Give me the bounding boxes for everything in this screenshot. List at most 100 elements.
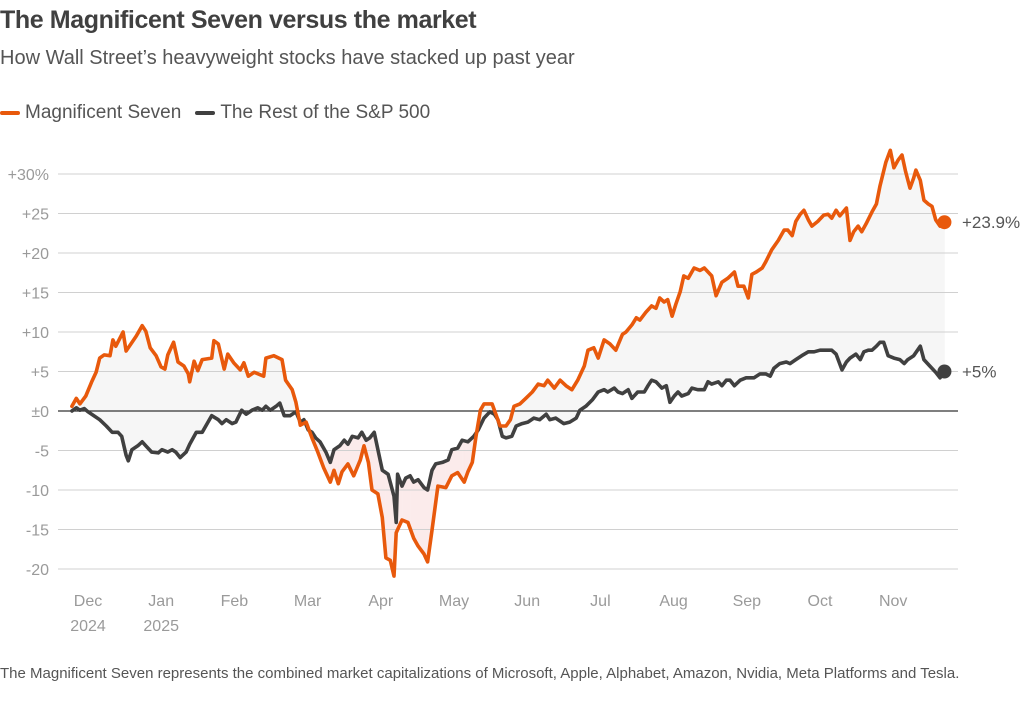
gain-fill-segment xyxy=(865,219,869,352)
gain-fill-segment xyxy=(751,272,755,379)
gain-fill-segment xyxy=(729,271,735,387)
y-tick-label: +25 xyxy=(22,207,49,224)
x-tick-sublabel: 2025 xyxy=(143,618,179,635)
gain-fill-segment xyxy=(756,268,761,377)
y-tick-label: +20 xyxy=(22,246,49,263)
gain-fill-segment xyxy=(251,371,255,411)
y-tick-label: +30% xyxy=(8,167,49,184)
gain-fill-segment xyxy=(117,334,122,438)
gain-fill-segment xyxy=(835,209,841,365)
loss-fill-segment xyxy=(407,475,411,529)
y-tick-label: -5 xyxy=(35,444,49,461)
x-tick-label: Aug xyxy=(659,593,687,610)
gain-fill-segment xyxy=(899,154,903,363)
gain-fill-segment xyxy=(825,213,829,351)
gain-fill-segment xyxy=(893,158,899,360)
gain-fill-segment xyxy=(681,275,685,397)
gain-fill-segment xyxy=(683,275,689,396)
gain-fill-segment xyxy=(687,270,693,395)
gain-fill-segment xyxy=(863,222,867,353)
gain-fill-segment xyxy=(868,211,873,351)
gain-fill-segment xyxy=(609,343,615,392)
gain-fill-segment xyxy=(675,297,679,396)
gain-fill-segment xyxy=(669,307,673,404)
gain-fill-segment xyxy=(563,382,567,425)
gain-fill-segment xyxy=(737,285,741,383)
series-line-magnificent-seven xyxy=(70,148,947,578)
gain-fill-segment xyxy=(787,229,791,365)
gain-fill-segment xyxy=(651,305,657,383)
x-tick-label: Nov xyxy=(879,593,907,610)
gain-fill-segment xyxy=(627,324,633,399)
gain-fill-segment xyxy=(841,207,847,372)
loss-fill-segment xyxy=(437,461,443,488)
gain-fill-segment xyxy=(655,297,660,387)
gain-fill-segment xyxy=(727,275,731,381)
loss-fill-segment xyxy=(417,478,425,555)
y-axis-ticks: +30% +25 +20 +15 +10 +5 ±0 -5 -10 -15 -20 xyxy=(8,167,49,579)
gain-fill-segment xyxy=(125,346,129,461)
gain-fill-segment xyxy=(823,214,827,351)
gain-fill-segment xyxy=(849,231,854,359)
gain-fill-segment xyxy=(907,179,911,361)
loss-fill-segment xyxy=(405,476,409,523)
legend-item-magnificent-seven: Magnificent Seven xyxy=(0,102,181,124)
gain-fill-segment xyxy=(871,202,877,351)
legend-label-magnificent-seven: Magnificent Seven xyxy=(25,102,182,123)
gain-fill-segment xyxy=(559,379,565,425)
gain-fill-segment xyxy=(659,297,663,389)
gain-fill-segment xyxy=(275,356,281,407)
y-tick-label: ±0 xyxy=(31,404,49,421)
gain-fill-segment xyxy=(515,403,521,427)
gain-fill-segment xyxy=(141,324,147,447)
gain-fill-segment xyxy=(879,170,884,343)
gain-fill-segment xyxy=(663,300,667,388)
y-tick-label: -20 xyxy=(26,562,49,579)
gain-fill-segment xyxy=(773,239,779,369)
gain-fill-segment xyxy=(227,353,233,425)
gain-fill-segment xyxy=(753,271,757,379)
y-tick-label: +15 xyxy=(22,286,49,303)
gain-fill-segment xyxy=(565,385,570,424)
legend-swatch-magnificent-seven xyxy=(0,111,20,115)
gain-fill-segment xyxy=(717,282,723,387)
gain-fill-segment xyxy=(207,357,213,424)
gain-fill-segment xyxy=(603,339,609,393)
gain-fill-segment xyxy=(639,313,645,393)
end-marker-rest-of-sp500 xyxy=(937,364,952,379)
gain-fill-segment xyxy=(671,309,675,401)
gain-fill-segment xyxy=(193,361,197,438)
gain-fill-segment xyxy=(811,223,815,353)
gain-fill-segment xyxy=(273,355,277,409)
gain-fill-segment xyxy=(715,290,719,383)
gain-fill-segment xyxy=(127,341,133,461)
gain-fill-segment xyxy=(269,355,275,411)
gain-fill-segment xyxy=(913,169,917,357)
gain-fill-segment xyxy=(817,218,821,352)
gain-fill-segment xyxy=(827,213,833,351)
gain-fill-segment xyxy=(839,212,843,371)
gain-fill-segment xyxy=(919,180,925,360)
gain-fill-segment xyxy=(734,271,739,387)
gain-fill-segment xyxy=(939,221,945,379)
gain-fill-segment xyxy=(783,229,787,363)
gain-fill-segment xyxy=(183,364,187,455)
gain-fill-segment xyxy=(707,271,712,385)
gain-fill-segment xyxy=(876,185,881,347)
gain-fill-segment xyxy=(248,373,253,414)
gain-fill-segment xyxy=(631,316,637,400)
gain-fill-segment xyxy=(625,328,629,392)
gain-fill-segment xyxy=(831,209,837,355)
gain-fill-segment xyxy=(885,156,889,356)
gain-fill-segment xyxy=(905,171,909,363)
gain-fill-segment xyxy=(253,371,259,410)
x-tick-sublabel: 2024 xyxy=(70,618,106,635)
y-tick-label: +5 xyxy=(31,365,49,382)
gain-fill-segment xyxy=(661,299,665,389)
x-tick-label: May xyxy=(439,593,469,610)
gain-fill-segment xyxy=(789,231,793,365)
x-tick-label: Jan xyxy=(148,593,174,610)
loss-fill-segment xyxy=(423,487,428,563)
gain-fill-segment xyxy=(915,169,921,354)
chart-subtitle: How Wall Street’s heavyweight stocks hav… xyxy=(0,47,575,69)
